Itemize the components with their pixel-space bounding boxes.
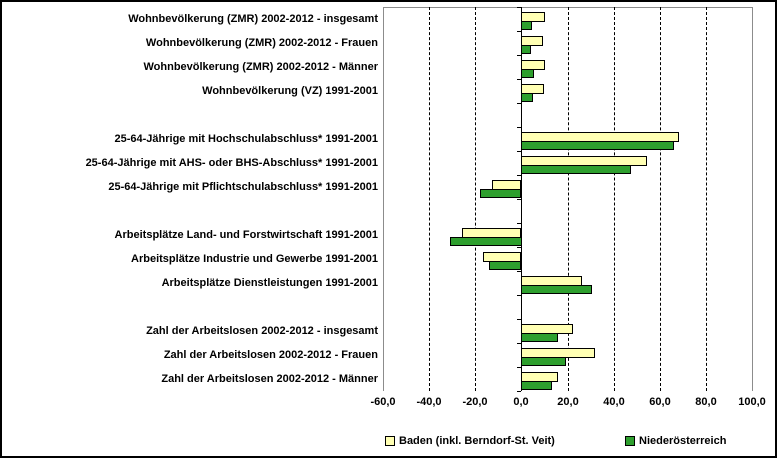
bar-niederoesterreich [521, 357, 566, 366]
bar-baden [521, 12, 545, 22]
bar-niederoesterreich [521, 165, 631, 174]
category-tick [517, 367, 521, 368]
legend-item-niederoesterreich: Niederösterreich [625, 434, 726, 448]
category-label: Zahl der Arbeitslosen 2002-2012 - Frauen [163, 349, 378, 361]
category-tick [517, 343, 521, 344]
category-tick [517, 199, 521, 200]
category-tick [517, 103, 521, 104]
x-tick-label: 80,0 [695, 396, 717, 408]
category-label: 25-64-Jährige mit AHS- oder BHS-Abschlus… [85, 157, 378, 169]
x-tick-label: -40,0 [416, 396, 442, 408]
bar-niederoesterreich [521, 333, 558, 342]
category-tick [517, 391, 521, 392]
category-label: Zahl der Arbeitslosen 2002-2012 - Männer [161, 373, 378, 385]
category-tick [517, 7, 521, 8]
x-tick-label: 20,0 [557, 396, 579, 408]
x-tick-label: 60,0 [649, 396, 671, 408]
category-tick [517, 79, 521, 80]
legend-label: Niederösterreich [639, 435, 727, 447]
category-tick [517, 127, 521, 128]
gridline [475, 7, 476, 391]
zero-axis [521, 7, 522, 391]
category-tick [517, 175, 521, 176]
category-label: Arbeitsplätze Industrie und Gewerbe 1991… [131, 253, 378, 265]
bar-niederoesterreich [521, 93, 533, 102]
category-label: 25-64-Jährige mit Hochschulabschluss* 19… [114, 133, 378, 145]
category-tick [517, 31, 521, 32]
x-tick-label: 100,0 [738, 396, 766, 408]
bar-niederoesterreich [521, 45, 531, 54]
bar-niederoesterreich [521, 285, 592, 294]
legend-marker-baden-icon [385, 436, 395, 446]
gridline [568, 7, 569, 391]
plot-border-top [383, 7, 752, 8]
bar-niederoesterreich [480, 189, 521, 198]
category-label: Arbeitsplätze Land- und Forstwirtschaft … [114, 229, 378, 241]
category-label: Wohnbevölkerung (VZ) 1991-2001 [202, 85, 378, 97]
x-tick-label: 40,0 [603, 396, 625, 408]
category-tick [517, 55, 521, 56]
plot-border-left [383, 7, 384, 391]
category-tick [517, 223, 521, 224]
gridline [429, 7, 430, 391]
category-tick [517, 247, 521, 248]
bar-niederoesterreich [450, 237, 522, 246]
category-tick [517, 271, 521, 272]
bar-niederoesterreich [521, 69, 534, 78]
gridline [614, 7, 615, 391]
category-label: 25-64-Jährige mit Pflichtschulabschluss*… [108, 181, 378, 193]
category-label: Wohnbevölkerung (ZMR) 2002-2012 - Männer [143, 61, 378, 73]
x-tick-label: -60,0 [370, 396, 396, 408]
gridline [660, 7, 661, 391]
plot-border-right [752, 7, 753, 391]
gridline [706, 7, 707, 391]
x-tick-label: -20,0 [462, 396, 488, 408]
category-label: Wohnbevölkerung (ZMR) 2002-2012 - insges… [128, 13, 378, 25]
bar-niederoesterreich [521, 381, 552, 390]
category-label: Arbeitsplätze Dienstleistungen 1991-2001 [161, 277, 378, 289]
x-tick-label: 0,0 [513, 396, 529, 408]
bar-niederoesterreich [489, 261, 521, 270]
category-tick [517, 151, 521, 152]
category-tick [517, 319, 521, 320]
bar-niederoesterreich [521, 141, 674, 150]
category-label: Zahl der Arbeitslosen 2002-2012 - insges… [146, 325, 378, 337]
bar-niederoesterreich [521, 21, 532, 30]
bar-baden [521, 36, 543, 46]
category-label: Wohnbevölkerung (ZMR) 2002-2012 - Frauen [145, 37, 378, 49]
legend-marker-niederoesterreich-icon [625, 436, 635, 446]
legend-label: Baden (inkl. Berndorf-St. Veit) [399, 435, 555, 447]
category-tick [517, 295, 521, 296]
legend-item-baden: Baden (inkl. Berndorf-St. Veit) [385, 434, 555, 448]
